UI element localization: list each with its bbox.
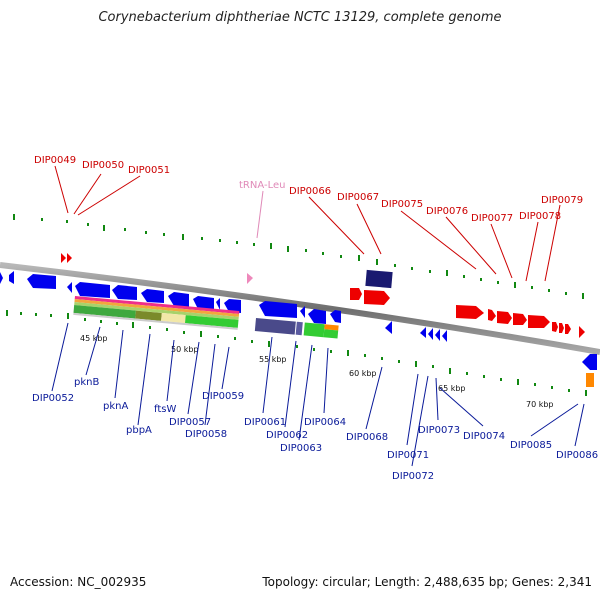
forward-genes-left[interactable] xyxy=(61,253,72,263)
gene-label-dip0078[interactable]: DIP0078 xyxy=(519,211,561,222)
gene-label-dip0067[interactable]: DIP0067 xyxy=(337,192,379,203)
gene-label-dip0079[interactable]: DIP0079 xyxy=(541,195,583,206)
trna-leu-gene[interactable] xyxy=(247,273,253,284)
gene-label-dip0064[interactable]: DIP0064 xyxy=(304,417,346,428)
gene-label-dip0076[interactable]: DIP0076 xyxy=(426,206,468,217)
gene-label-dip0059[interactable]: DIP0059 xyxy=(202,391,244,402)
gene-label-trna-leu[interactable]: tRNA-Leu xyxy=(239,180,285,191)
gene-label-dip0052[interactable]: DIP0052 xyxy=(32,393,74,404)
gene-label-dip0061[interactable]: DIP0061 xyxy=(244,417,286,428)
genome-backbone xyxy=(0,262,600,355)
gene-label-ftsw[interactable]: ftsW xyxy=(154,404,176,415)
page-title: Corynebacterium diphtheriae NCTC 13129, … xyxy=(98,10,502,25)
forward-genes-middle[interactable] xyxy=(350,288,390,305)
gene-label-dip0077[interactable]: DIP0077 xyxy=(471,213,513,224)
scale-label-65: 65 kbp xyxy=(438,384,466,393)
reverse-genes-middle[interactable] xyxy=(259,301,341,324)
gene-label-dip0068[interactable]: DIP0068 xyxy=(346,432,388,443)
reverse-genes-right[interactable] xyxy=(385,321,597,370)
gene-label-dip0074[interactable]: DIP0074 xyxy=(463,431,505,442)
gene-label-dip0075[interactable]: DIP0075 xyxy=(381,199,423,210)
gene-label-pknb[interactable]: pknB xyxy=(74,377,99,388)
gene-label-dip0072[interactable]: DIP0072 xyxy=(392,471,434,482)
scale-label-60: 60 kbp xyxy=(349,369,377,378)
gene-label-dip0071[interactable]: DIP0071 xyxy=(387,450,429,461)
gene-label-pbpa[interactable]: pbpA xyxy=(126,425,152,436)
gene-label-dip0073[interactable]: DIP0073 xyxy=(418,425,460,436)
gene-label-dip0057[interactable]: DIP0057 xyxy=(169,417,211,428)
gene-label-dip0062[interactable]: DIP0062 xyxy=(266,430,308,441)
gene-label-pkna[interactable]: pknA xyxy=(103,401,128,412)
lower-tick-row xyxy=(6,310,587,396)
gene-label-dip0051[interactable]: DIP0051 xyxy=(128,165,170,176)
gene-label-dip0049[interactable]: DIP0049 xyxy=(34,155,76,166)
scale-label-70: 70 kbp xyxy=(526,400,554,409)
gene-label-dip0058[interactable]: DIP0058 xyxy=(185,429,227,440)
forward-genes-right[interactable] xyxy=(456,305,585,338)
bottom-leader-lines xyxy=(51,322,585,467)
gene-label-dip0063[interactable]: DIP0063 xyxy=(280,443,322,454)
scale-label-55: 55 kbp xyxy=(259,355,287,364)
gene-label-dip0066[interactable]: DIP0066 xyxy=(289,186,331,197)
feature-stack-middle[interactable] xyxy=(254,318,339,339)
gene-label-dip0050[interactable]: DIP0050 xyxy=(82,160,124,171)
top-leader-lines xyxy=(54,165,561,282)
scale-label-50: 50 kbp xyxy=(171,345,199,354)
upper-tick-row xyxy=(13,214,584,299)
accession-text: Accession: NC_002935 xyxy=(10,575,147,589)
feature-block-dip0086[interactable] xyxy=(586,373,594,387)
scale-label-45: 45 kbp xyxy=(80,334,108,343)
feature-stack-left[interactable] xyxy=(73,296,240,330)
gene-block-dip0067[interactable] xyxy=(365,269,393,289)
topology-text: Topology: circular; Length: 2,488,635 bp… xyxy=(262,575,592,589)
gene-label-dip0086[interactable]: DIP0086 xyxy=(556,450,598,461)
gene-label-dip0085[interactable]: DIP0085 xyxy=(510,440,552,451)
